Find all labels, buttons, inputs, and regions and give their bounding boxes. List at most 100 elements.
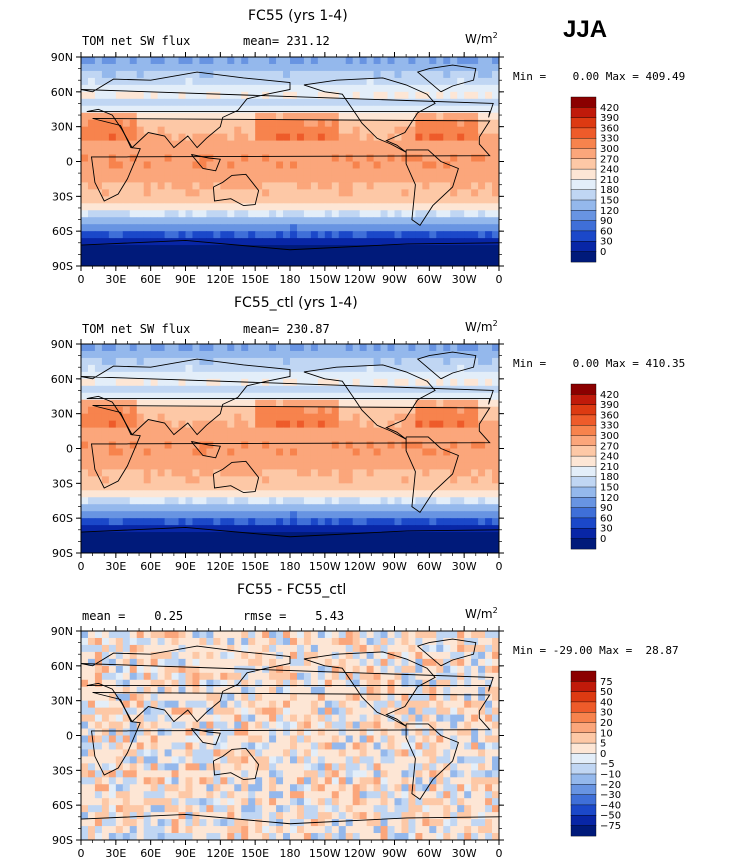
field-cell (206, 350, 214, 359)
field-cell (171, 175, 179, 183)
field-cell (366, 490, 374, 498)
field-cell (178, 126, 186, 135)
field-cell (171, 672, 179, 681)
field-cell (331, 511, 340, 519)
field-cell (185, 469, 193, 477)
field-cell (87, 147, 96, 155)
field-cell (164, 476, 172, 484)
field-cell (471, 651, 479, 660)
field-cell (213, 217, 221, 225)
field-cell (331, 462, 340, 470)
field-cell (81, 70, 89, 79)
field-cell (136, 525, 145, 533)
field-cell (234, 686, 242, 695)
field-cell (471, 539, 479, 547)
field-cell (443, 203, 451, 211)
field-cell (143, 364, 152, 373)
coastline (212, 173, 260, 207)
field-cell (331, 238, 340, 246)
field-cell (269, 672, 277, 681)
field-cell (429, 224, 437, 232)
field-cell (359, 140, 368, 148)
field-cell (164, 364, 172, 373)
field-cell (234, 546, 242, 554)
field-cell (415, 217, 423, 225)
field-cell (324, 644, 333, 653)
field-cell (359, 189, 368, 197)
field-cell (283, 532, 291, 540)
field-cell (373, 182, 381, 190)
field-cell (394, 357, 402, 366)
field-cell (262, 133, 270, 141)
field-cell (401, 651, 409, 660)
field-cell (415, 210, 423, 218)
field-cell (492, 413, 500, 422)
field-cell (331, 182, 340, 190)
field-cell (122, 721, 131, 729)
field-cell (373, 63, 381, 72)
field-cell (345, 364, 354, 373)
field-cell (366, 427, 374, 435)
field-cell (171, 203, 179, 211)
field-cell (345, 490, 354, 498)
field-cell (422, 631, 430, 639)
field-cell (450, 371, 458, 380)
field-cell (303, 665, 312, 674)
field-cell (408, 658, 416, 667)
field-cell (87, 245, 96, 253)
field-cell (94, 490, 103, 498)
field-cell (380, 413, 388, 422)
field-cell (269, 252, 277, 260)
field-cell (157, 714, 165, 722)
field-cell (122, 651, 131, 660)
field-cell (192, 147, 200, 155)
field-cell (206, 483, 214, 491)
field-cell (192, 441, 200, 449)
field-cell (192, 98, 200, 107)
field-cell (143, 679, 152, 688)
field-cell (234, 140, 242, 148)
field-cell (310, 91, 319, 100)
field-cell (192, 154, 200, 162)
field-cell (310, 504, 319, 512)
field-cell (436, 392, 444, 401)
field-cell (422, 119, 430, 128)
field-cell (443, 98, 451, 107)
field-cell (394, 455, 402, 463)
field-cell (220, 63, 228, 72)
field-cell (359, 441, 368, 449)
field-cell (478, 203, 486, 211)
field-cell (457, 546, 465, 554)
field-cell (471, 693, 479, 702)
field-cell (380, 385, 388, 394)
field-cell (283, 252, 291, 260)
field-cell (220, 252, 228, 260)
field-cell (485, 168, 493, 176)
field-cell (122, 504, 131, 512)
field-cell (94, 112, 103, 121)
field-cell (331, 252, 340, 260)
field-cell (436, 175, 444, 183)
field-cell (157, 175, 165, 183)
field-cell (450, 210, 458, 218)
field-cell (241, 196, 249, 204)
field-cell (129, 399, 138, 408)
field-cell (87, 406, 96, 415)
field-cell (122, 700, 131, 709)
field-cell (471, 364, 479, 373)
field-cell (492, 357, 500, 366)
field-cell (290, 434, 298, 442)
field-cell (394, 91, 402, 100)
field-cell (478, 413, 486, 422)
field-cell (213, 196, 221, 204)
field-cell (192, 631, 200, 639)
field-cell (283, 105, 291, 114)
field-cell (206, 140, 214, 148)
field-cell (394, 161, 402, 169)
field-cell (380, 735, 388, 743)
field-cell (415, 105, 423, 114)
field-cell (129, 679, 138, 688)
field-cell (471, 57, 479, 65)
field-cell (241, 105, 249, 114)
field-cell (373, 77, 381, 86)
